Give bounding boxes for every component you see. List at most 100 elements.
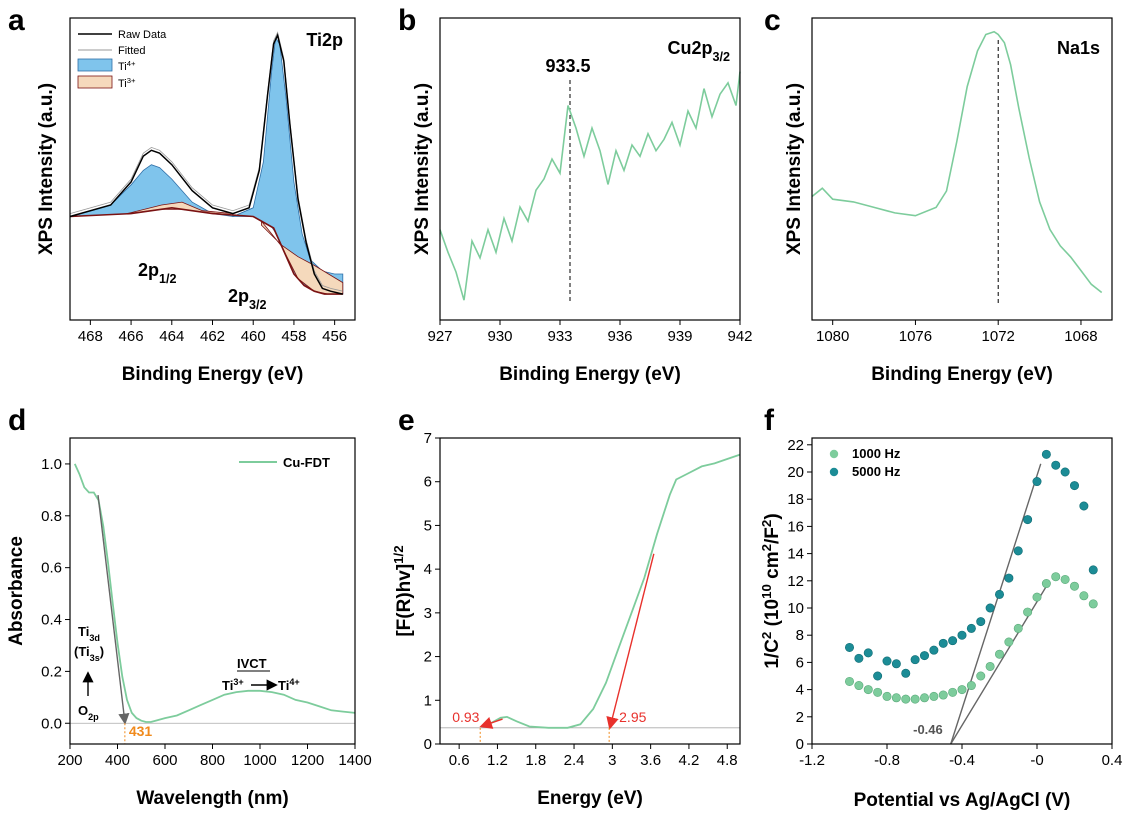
- data-point: [1013, 546, 1023, 556]
- data-point: [1079, 501, 1089, 511]
- data-point: [966, 623, 976, 633]
- series-line: [481, 453, 741, 729]
- annotation-2p32: 2p3/2: [228, 286, 267, 312]
- data-point: [844, 676, 854, 686]
- y-tick-label: 5: [424, 517, 432, 534]
- data-point: [957, 630, 967, 640]
- edge-label: 431: [129, 723, 153, 739]
- y-tick-label: 6: [424, 474, 432, 491]
- annotation-o2p: O2p: [78, 703, 99, 722]
- legend-swatch-5000: [829, 467, 839, 477]
- data-point: [1088, 565, 1098, 575]
- data-point: [1013, 623, 1023, 633]
- plot-frame: [439, 17, 741, 321]
- x-axis-label: Wavelength (nm): [136, 788, 288, 809]
- data-point: [957, 685, 967, 695]
- y-tick-label: 7: [424, 430, 432, 447]
- data-point: [882, 691, 892, 701]
- data-point: [929, 645, 939, 655]
- data-point: [910, 655, 920, 665]
- x-tick-label: 1.8: [525, 752, 546, 769]
- data-point: [854, 681, 864, 691]
- data-point: [1041, 449, 1051, 459]
- data-point: [1041, 579, 1051, 589]
- baseline-line: [69, 206, 343, 295]
- panel-title: Na1s: [1057, 38, 1100, 58]
- x-axis-label: Binding Energy (eV): [499, 364, 681, 385]
- x-tick-label: 458: [281, 328, 306, 345]
- x-tick-label: 942: [727, 328, 752, 345]
- panel-c: 1080 1076 1072 1068 Binding Energy (eV) XPS I…: [764, 4, 1113, 385]
- plot-frame: [811, 17, 1113, 321]
- y-tick-label: 0.4: [41, 612, 62, 629]
- y-tick-label: 20: [787, 464, 804, 481]
- x-tick-label: 466: [119, 328, 144, 345]
- x-tick-label: 462: [200, 328, 225, 345]
- panel-label-f: f: [764, 404, 775, 437]
- data-point: [1023, 515, 1033, 525]
- annotation-ti3d: Ti3d: [78, 624, 100, 643]
- data-point: [1070, 581, 1080, 591]
- data-point: [1079, 591, 1089, 601]
- data-point: [873, 687, 883, 697]
- data-point: [901, 694, 911, 704]
- panel-a: 468 466 464 462 460 458 456 Binding Energy (eV)…: [8, 4, 356, 385]
- data-point: [976, 617, 986, 627]
- x-axis-label: Energy (eV): [537, 788, 643, 809]
- x-tick-label: 933: [547, 328, 572, 345]
- x-tick-label: 1072: [982, 328, 1015, 345]
- data-point: [919, 651, 929, 661]
- x-tick-label: 1.2: [487, 752, 508, 769]
- x-tick-label: 800: [200, 752, 225, 769]
- y-tick-label: 4: [796, 682, 804, 699]
- raw-data-line: [69, 33, 343, 295]
- x-tick-label: 456: [322, 328, 347, 345]
- x-tick-label: 0.6: [449, 752, 470, 769]
- data-point: [1070, 481, 1080, 491]
- legend-label: Raw Data: [118, 29, 167, 41]
- data-point: [919, 693, 929, 703]
- y-tick-label: 4: [424, 561, 432, 578]
- plot-frame: [439, 437, 741, 745]
- data-point: [854, 653, 864, 663]
- legend-swatch-ti3: [77, 75, 113, 89]
- fit-line-1000: [950, 585, 1047, 745]
- series-line: [73, 463, 356, 723]
- legend-swatch-1000: [829, 449, 839, 459]
- y-axis-label: XPS Intensity (a.u.): [784, 83, 805, 255]
- x-tick-label: 1080: [816, 328, 849, 345]
- annotation-ti3s: (Ti3s): [74, 644, 104, 663]
- x-tick-label: 400: [105, 752, 130, 769]
- y-tick-label: 3: [424, 605, 432, 622]
- y-axis-label: 1/C2 (1010 cm2/F2): [759, 513, 784, 668]
- y-tick-label: 0: [796, 736, 804, 753]
- y-tick-label: 14: [787, 546, 804, 563]
- panel-label-d: d: [8, 404, 26, 437]
- y-tick-label: 1.0: [41, 456, 62, 473]
- panel-b: 933.5 927 930 933 936 939 942 Binding Energy (e…: [398, 4, 753, 385]
- y-tick-label: 8: [796, 627, 804, 644]
- panel-d: 431 200 400 600 800 1000 1200 1400 0.0 0.2 0.4 0.6 0…: [6, 404, 372, 809]
- legend-label: Fitted: [118, 45, 146, 57]
- panel-e: 0.93 2.95 0.6 1.2 1.8 2.4 3 3.6 4.2 4.8 0 1 2 3 4 5 6 7 En…: [391, 404, 741, 809]
- panel-title: Cu2p3/2: [667, 38, 730, 64]
- y-axis-label: [F(R)hv]1/2: [391, 545, 416, 636]
- data-point: [901, 668, 911, 678]
- series-line: [811, 30, 1103, 294]
- data-point: [844, 642, 854, 652]
- data-point: [948, 636, 958, 646]
- data-point: [985, 661, 995, 671]
- x-tick-label: 468: [78, 328, 103, 345]
- x-tick-label: 600: [152, 752, 177, 769]
- x-tick-label: 927: [427, 328, 452, 345]
- annotation-ti4plus: Ti4+: [278, 677, 300, 693]
- legend-label: Cu-FDT: [283, 455, 330, 470]
- y-axis-label: XPS Intensity (a.u.): [412, 83, 433, 255]
- tangent-arrow-295: [606, 553, 655, 730]
- plot-frame: [69, 437, 356, 745]
- x-tick-label: 3: [608, 752, 616, 769]
- y-tick-label: 0.8: [41, 508, 62, 525]
- x-tick-label: -0.4: [949, 752, 975, 769]
- x-axis-label: Binding Energy (eV): [871, 364, 1053, 385]
- legend-label: 5000 Hz: [852, 464, 901, 479]
